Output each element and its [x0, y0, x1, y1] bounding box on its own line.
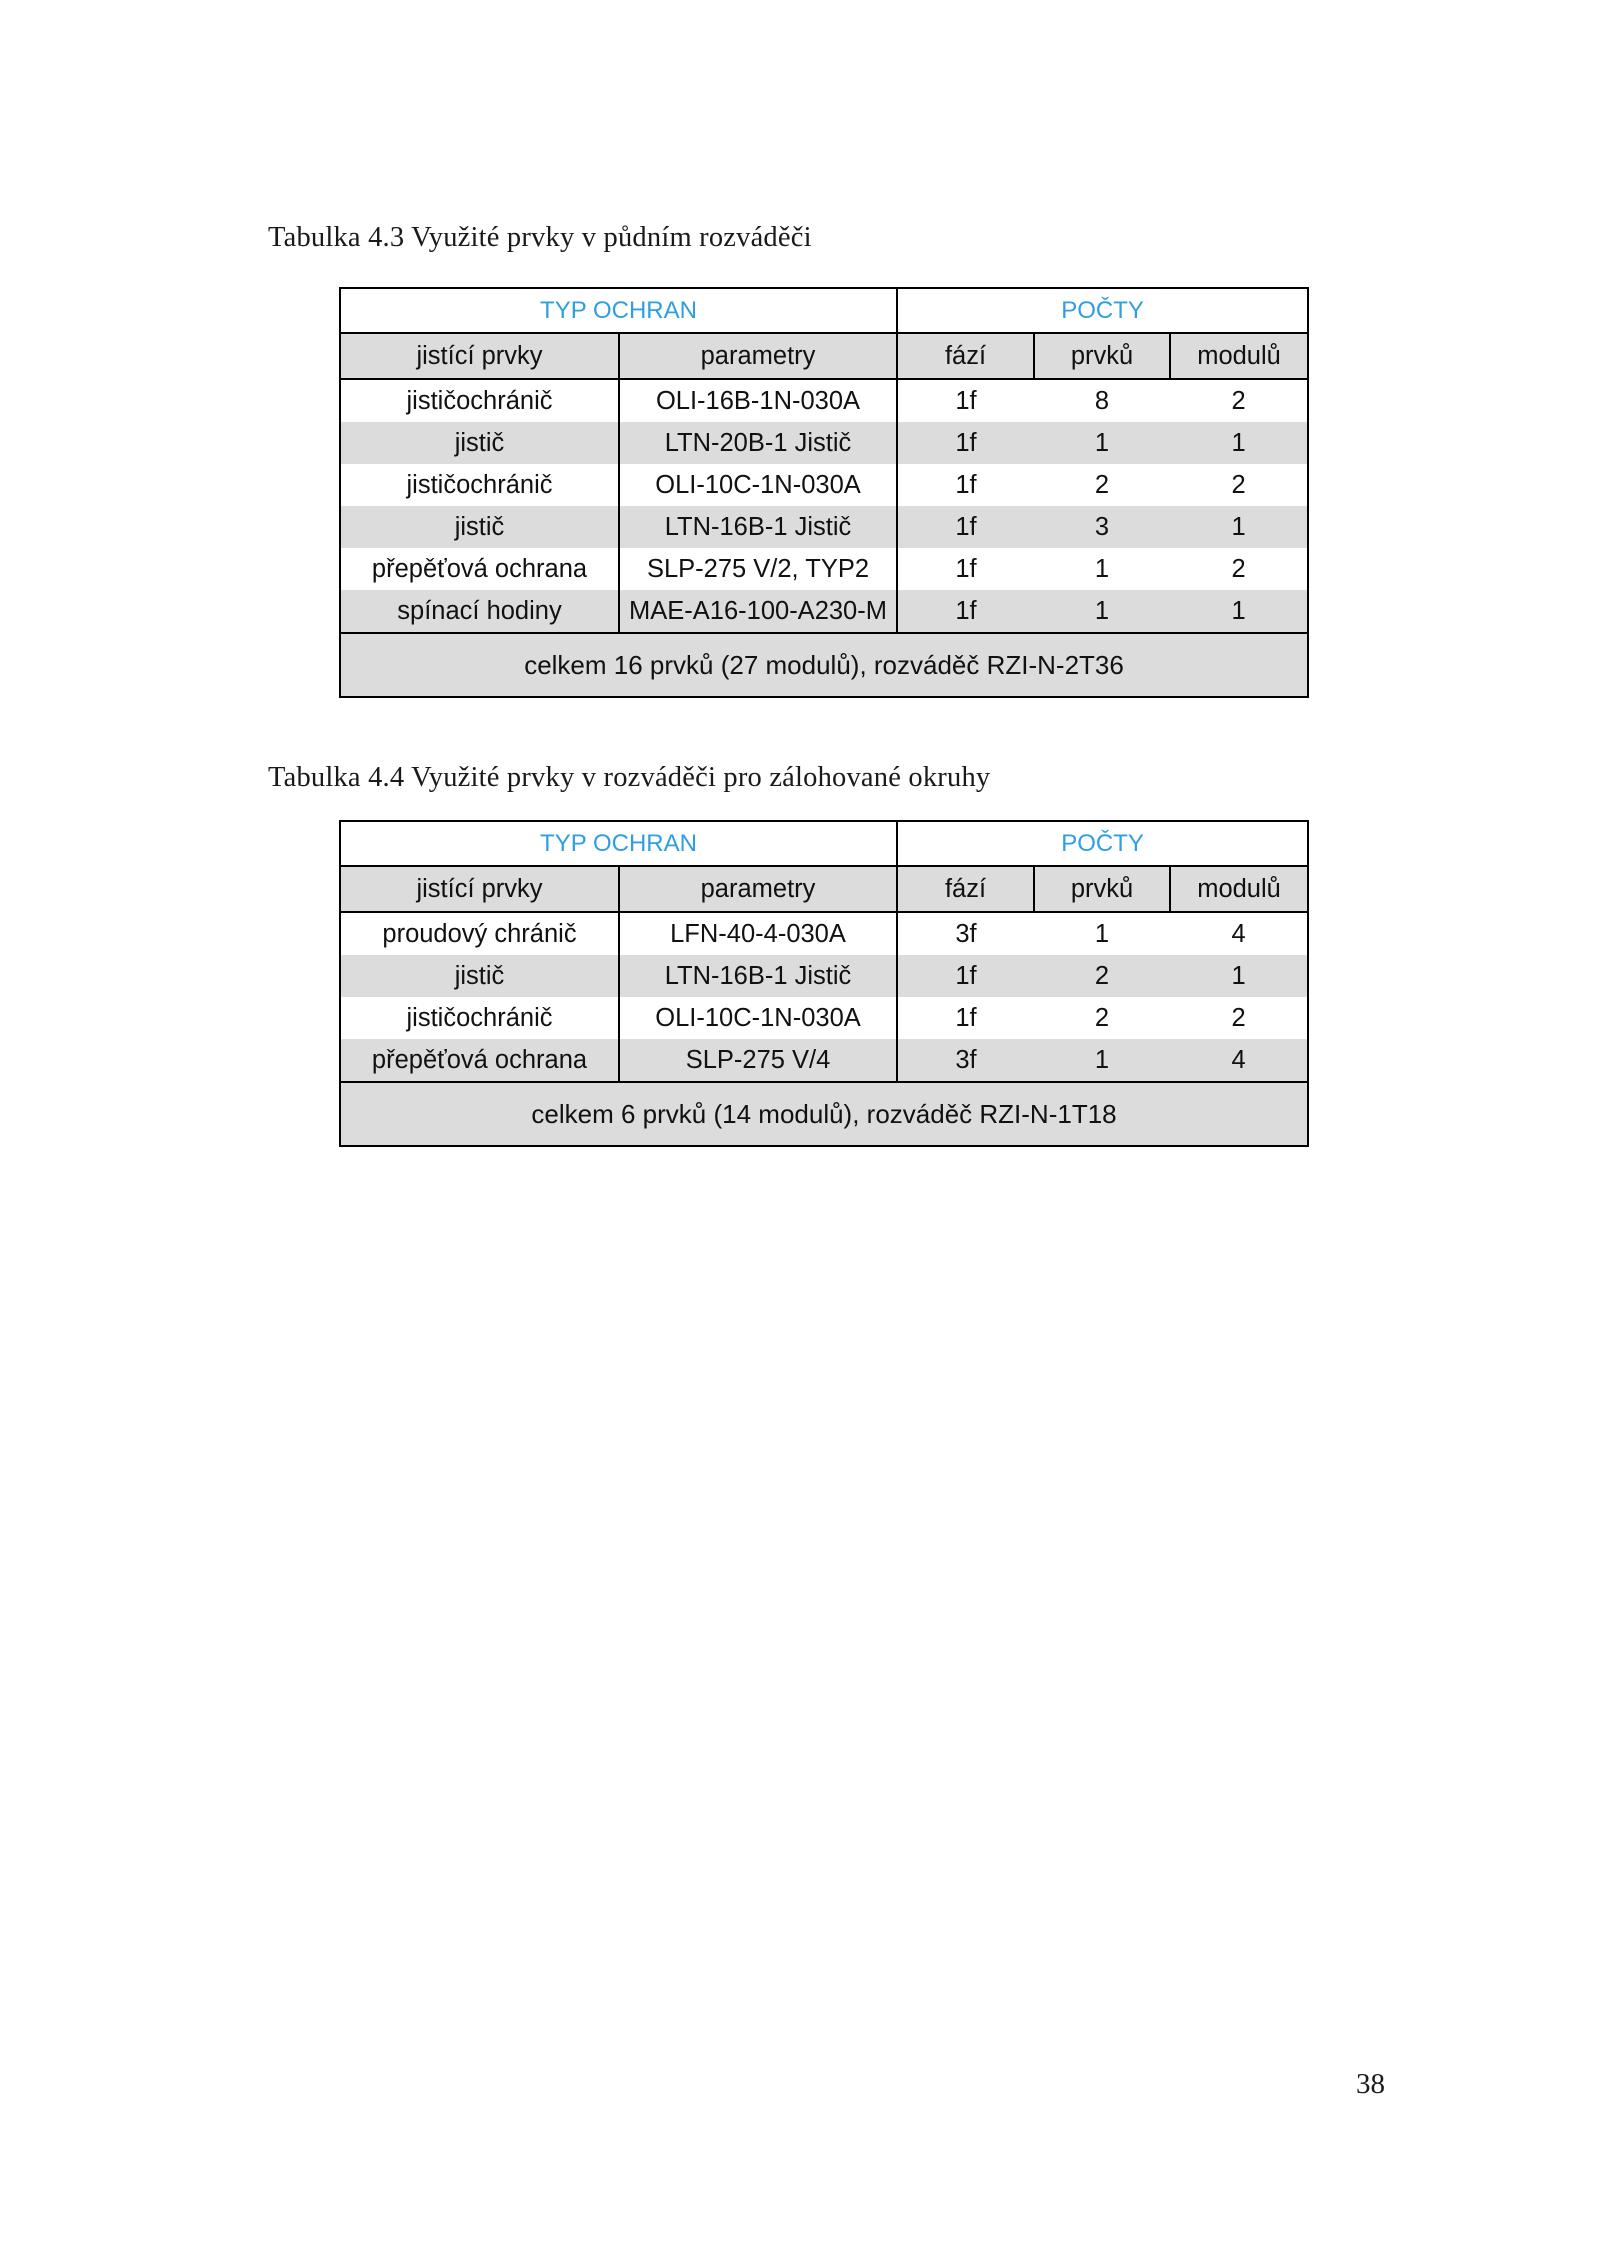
table-row: proudový chránič LFN-40-4-030A 3f 1 4 [340, 912, 1309, 955]
column-header-cell: jistící prvky [340, 866, 620, 913]
table-cell: přepěťová ochrana [340, 548, 620, 590]
table-cell: 1 [1034, 548, 1171, 590]
group-header-cell: POČTY [897, 288, 1309, 334]
table-cell: LTN-16B-1 Jistič [619, 506, 899, 548]
table-cell: spínací hodiny [340, 590, 620, 634]
table-cell: 4 [1170, 912, 1309, 955]
table-group-header-row: TYP OCHRAN POČTY [340, 821, 1309, 867]
table-cell: OLI-16B-1N-030A [619, 379, 899, 422]
table-cell: 1f [897, 464, 1035, 506]
table-cell: 1f [897, 590, 1035, 634]
table-4-3-container: TYP OCHRAN POČTY jistící prvky parametry fáz… [339, 287, 1310, 698]
column-header-cell: modulů [1170, 333, 1309, 380]
table-row: jističochránič OLI-10C-1N-030A 1f 2 2 [340, 997, 1309, 1039]
page-number: 38 [1356, 2068, 1385, 2100]
table-cell: 2 [1034, 997, 1171, 1039]
column-header-cell: parametry [619, 866, 899, 913]
table-column-header-row: jistící prvky parametry fází prvků modulů [340, 866, 1309, 913]
table-cell: 2 [1170, 997, 1309, 1039]
table-cell: 1 [1170, 422, 1309, 464]
table-cell: 2 [1034, 464, 1171, 506]
table-cell: 2 [1170, 464, 1309, 506]
table-row: jistič LTN-16B-1 Jistič 1f 2 1 [340, 955, 1309, 997]
table-row: jističochránič OLI-10C-1N-030A 1f 2 2 [340, 464, 1309, 506]
table-cell: přepěťová ochrana [340, 1039, 620, 1083]
elements-table: TYP OCHRAN POČTY jistící prvky parametry fáz… [339, 287, 1310, 698]
table-cell: 1 [1170, 506, 1309, 548]
table-row: jistič LTN-16B-1 Jistič 1f 3 1 [340, 506, 1309, 548]
table-cell: OLI-10C-1N-030A [619, 997, 899, 1039]
table-cell: 2 [1170, 548, 1309, 590]
table-cell: 2 [1034, 955, 1171, 997]
column-header-cell: prvků [1034, 866, 1172, 913]
table-cell: jističochránič [340, 464, 620, 506]
table-cell: 1 [1170, 590, 1309, 634]
table-cell: jistič [340, 422, 620, 464]
table-cell: 1f [897, 548, 1035, 590]
table-cell: 3 [1034, 506, 1171, 548]
column-header-cell: modulů [1170, 866, 1309, 913]
table-row: přepěťová ochrana SLP-275 V/4 3f 1 4 [340, 1039, 1309, 1083]
table-cell: 2 [1170, 379, 1309, 422]
table-cell: SLP-275 V/4 [619, 1039, 899, 1083]
table-cell: 1f [897, 955, 1035, 997]
table-cell: 1f [897, 379, 1035, 422]
group-header-cell: TYP OCHRAN [340, 288, 899, 334]
table-row: jistič LTN-20B-1 Jistič 1f 1 1 [340, 422, 1309, 464]
table-row: přepěťová ochrana SLP-275 V/2, TYP2 1f 1 2 [340, 548, 1309, 590]
table-summary-row: celkem 16 prvků (27 modulů), rozváděč RZ… [340, 632, 1309, 697]
table-summary-row: celkem 6 prvků (14 modulů), rozváděč RZI… [340, 1081, 1309, 1146]
table-cell: jističochránič [340, 997, 620, 1039]
table-caption-4-4: Tabulka 4.4 Využité prvky v rozváděči pr… [268, 762, 991, 793]
table-row: jističochránič OLI-16B-1N-030A 1f 8 2 [340, 379, 1309, 422]
table-caption-4-3: Tabulka 4.3 Využité prvky v půdním rozvá… [268, 222, 812, 253]
column-header-cell: fází [897, 333, 1036, 380]
table-cell: SLP-275 V/2, TYP2 [619, 548, 899, 590]
table-cell: 1 [1034, 590, 1171, 634]
table-cell: proudový chránič [340, 912, 620, 955]
column-header-cell: parametry [619, 333, 899, 380]
table-cell: 1 [1034, 912, 1171, 955]
table-group-header-row: TYP OCHRAN POČTY [340, 288, 1309, 334]
table-cell: 8 [1034, 379, 1171, 422]
table-cell: jističochránič [340, 379, 620, 422]
table-cell: jistič [340, 506, 620, 548]
table-cell: 1 [1034, 422, 1171, 464]
table-cell: jistič [340, 955, 620, 997]
table-cell: 1 [1170, 955, 1309, 997]
group-header-cell: TYP OCHRAN [340, 821, 899, 867]
table-column-header-row: jistící prvky parametry fází prvků modulů [340, 333, 1309, 380]
column-header-cell: fází [897, 866, 1036, 913]
table-cell: 1f [897, 422, 1035, 464]
column-header-cell: prvků [1034, 333, 1172, 380]
table-cell: 3f [897, 912, 1035, 955]
table-cell: 1 [1034, 1039, 1171, 1083]
table-cell: LTN-16B-1 Jistič [619, 955, 899, 997]
table-cell: OLI-10C-1N-030A [619, 464, 899, 506]
elements-table: TYP OCHRAN POČTY jistící prvky parametry fáz… [339, 820, 1310, 1147]
table-4-4-container: TYP OCHRAN POČTY jistící prvky parametry fáz… [339, 820, 1310, 1147]
table-cell: LFN-40-4-030A [619, 912, 899, 955]
table-summary-cell: celkem 16 prvků (27 modulů), rozváděč RZ… [340, 632, 1309, 697]
group-header-cell: POČTY [897, 821, 1309, 867]
table-cell: 4 [1170, 1039, 1309, 1083]
table-cell: LTN-20B-1 Jistič [619, 422, 899, 464]
table-cell: 3f [897, 1039, 1035, 1083]
table-cell: 1f [897, 997, 1035, 1039]
table-cell: MAE-A16-100-A230-M [619, 590, 899, 634]
column-header-cell: jistící prvky [340, 333, 620, 380]
table-row: spínací hodiny MAE-A16-100-A230-M 1f 1 1 [340, 590, 1309, 634]
table-summary-cell: celkem 6 prvků (14 modulů), rozváděč RZI… [340, 1081, 1309, 1146]
table-cell: 1f [897, 506, 1035, 548]
